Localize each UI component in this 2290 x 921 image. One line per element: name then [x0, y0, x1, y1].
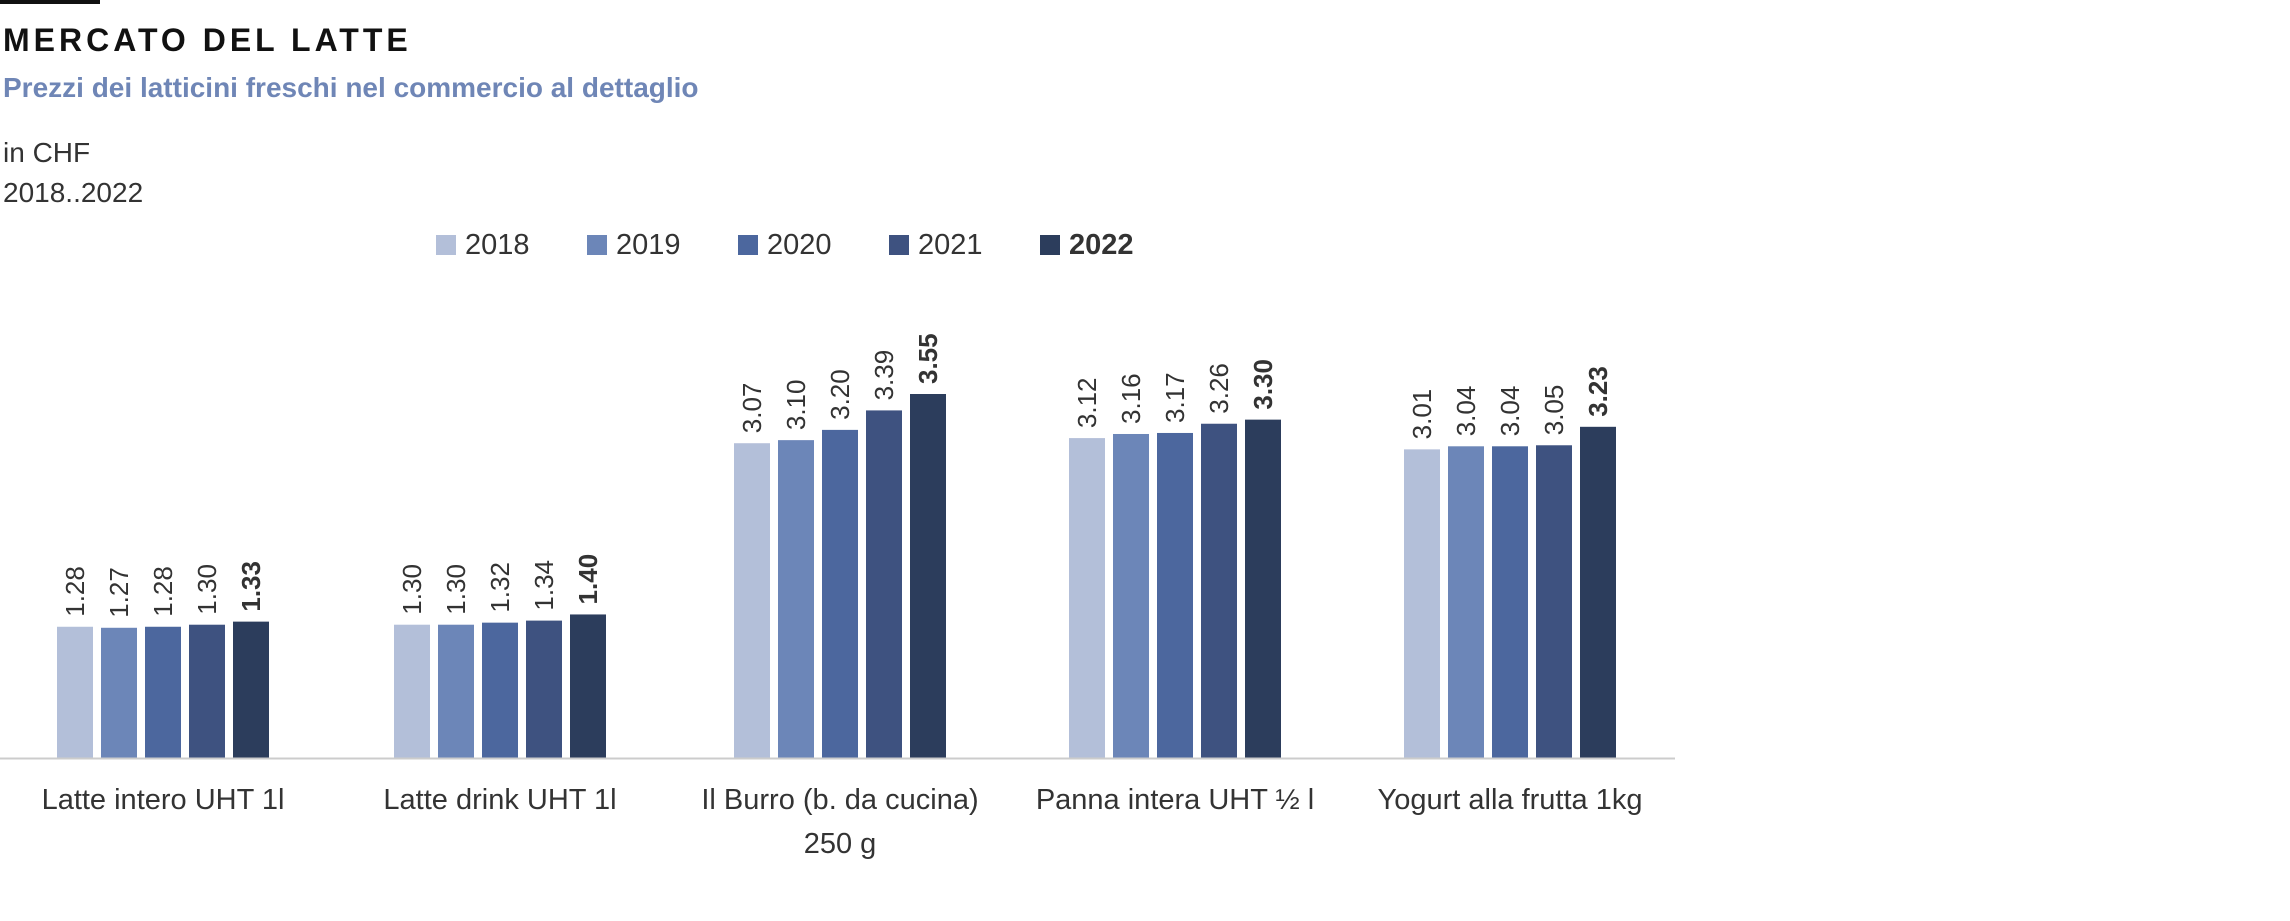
value-label-2021-cat-1: 1.34 — [529, 560, 559, 611]
chart-subtitle: Prezzi dei latticini freschi nel commerc… — [3, 72, 699, 103]
value-label-2022-cat-4: 3.23 — [1583, 366, 1613, 417]
value-label-2022-cat-3: 3.30 — [1248, 359, 1278, 410]
legend-swatch-2022 — [1040, 235, 1060, 255]
bar-2022-cat-2 — [910, 394, 946, 758]
title-rule — [0, 0, 100, 4]
bar-2021-cat-1 — [526, 620, 562, 758]
bar-2018-cat-3 — [1069, 438, 1105, 758]
bar-2018-cat-2 — [734, 443, 770, 758]
bar-2020-cat-3 — [1157, 432, 1193, 758]
value-label-2019-cat-2: 3.10 — [781, 380, 811, 431]
bar-2020-cat-0 — [145, 626, 181, 758]
bar-2019-cat-3 — [1113, 433, 1149, 758]
legend-label-2020: 2020 — [767, 229, 832, 261]
bar-2021-cat-0 — [189, 624, 225, 758]
value-label-2021-cat-0: 1.30 — [192, 564, 222, 615]
value-label-2021-cat-2: 3.39 — [869, 350, 899, 401]
value-label-2018-cat-3: 3.12 — [1072, 377, 1102, 428]
bar-2022-cat-0 — [233, 621, 269, 758]
legend-swatch-2020 — [738, 235, 758, 255]
value-label-2020-cat-1: 1.32 — [485, 562, 515, 613]
bar-2022-cat-4 — [1580, 426, 1616, 758]
chart-title: MERCATO DEL LATTE — [3, 22, 412, 58]
value-label-2020-cat-3: 3.17 — [1160, 372, 1190, 423]
bar-2021-cat-3 — [1201, 423, 1237, 758]
value-label-2019-cat-0: 1.27 — [104, 567, 134, 618]
value-label-2019-cat-1: 1.30 — [441, 564, 471, 615]
bar-2019-cat-1 — [438, 624, 474, 758]
bar-2018-cat-4 — [1404, 449, 1440, 758]
value-label-2021-cat-4: 3.05 — [1539, 385, 1569, 436]
bar-2020-cat-1 — [482, 622, 518, 758]
value-label-2018-cat-2: 3.07 — [737, 383, 767, 434]
legend-label-2021: 2021 — [918, 229, 983, 261]
bar-2018-cat-1 — [394, 624, 430, 758]
value-label-2020-cat-0: 1.28 — [148, 566, 178, 617]
category-label-2-line-1: 250 g — [804, 828, 877, 860]
value-label-2020-cat-2: 3.20 — [825, 369, 855, 420]
value-label-2018-cat-4: 3.01 — [1407, 389, 1437, 440]
category-label-0-line-0: Latte intero UHT 1l — [42, 784, 285, 816]
bar-2019-cat-2 — [778, 440, 814, 758]
bar-2020-cat-2 — [822, 429, 858, 758]
value-label-2019-cat-3: 3.16 — [1116, 373, 1146, 424]
category-label-3-line-0: Panna intera UHT ½ l — [1036, 784, 1314, 816]
grouped-bar-chart: 2018 2019 2020 2021 2022 1.28 1.27 1.28 1.30 1.33… — [0, 229, 1675, 860]
bar-2021-cat-4 — [1536, 445, 1572, 758]
legend-swatch-2018 — [436, 235, 456, 255]
value-label-2018-cat-1: 1.30 — [397, 564, 427, 615]
category-label-2-line-0: Il Burro (b. da cucina) — [701, 784, 978, 816]
bar-2020-cat-4 — [1492, 446, 1528, 758]
legend-swatch-2019 — [587, 235, 607, 255]
unit-label: in CHF — [3, 137, 91, 168]
value-label-2022-cat-2: 3.55 — [913, 333, 943, 384]
value-label-2022-cat-1: 1.40 — [573, 554, 603, 605]
bar-2019-cat-4 — [1448, 446, 1484, 758]
bar-2018-cat-0 — [57, 626, 93, 758]
bar-2021-cat-2 — [866, 410, 902, 758]
bar-2022-cat-1 — [570, 614, 606, 758]
value-label-2021-cat-3: 3.26 — [1204, 363, 1234, 414]
legend-label-2019: 2019 — [616, 229, 681, 261]
value-label-2019-cat-4: 3.04 — [1451, 386, 1481, 437]
legend-label-2018: 2018 — [465, 229, 530, 261]
legend-label-2022: 2022 — [1069, 229, 1134, 261]
category-label-4-line-0: Yogurt alla frutta 1kg — [1378, 784, 1643, 816]
bar-2022-cat-3 — [1245, 419, 1281, 758]
value-label-2022-cat-0: 1.33 — [236, 561, 266, 612]
category-label-1-line-0: Latte drink UHT 1l — [383, 784, 616, 816]
value-label-2018-cat-0: 1.28 — [60, 566, 90, 617]
bar-2019-cat-0 — [101, 627, 137, 758]
value-label-2020-cat-4: 3.04 — [1495, 386, 1525, 437]
legend-swatch-2021 — [889, 235, 909, 255]
year-range-label: 2018..2022 — [3, 177, 144, 208]
